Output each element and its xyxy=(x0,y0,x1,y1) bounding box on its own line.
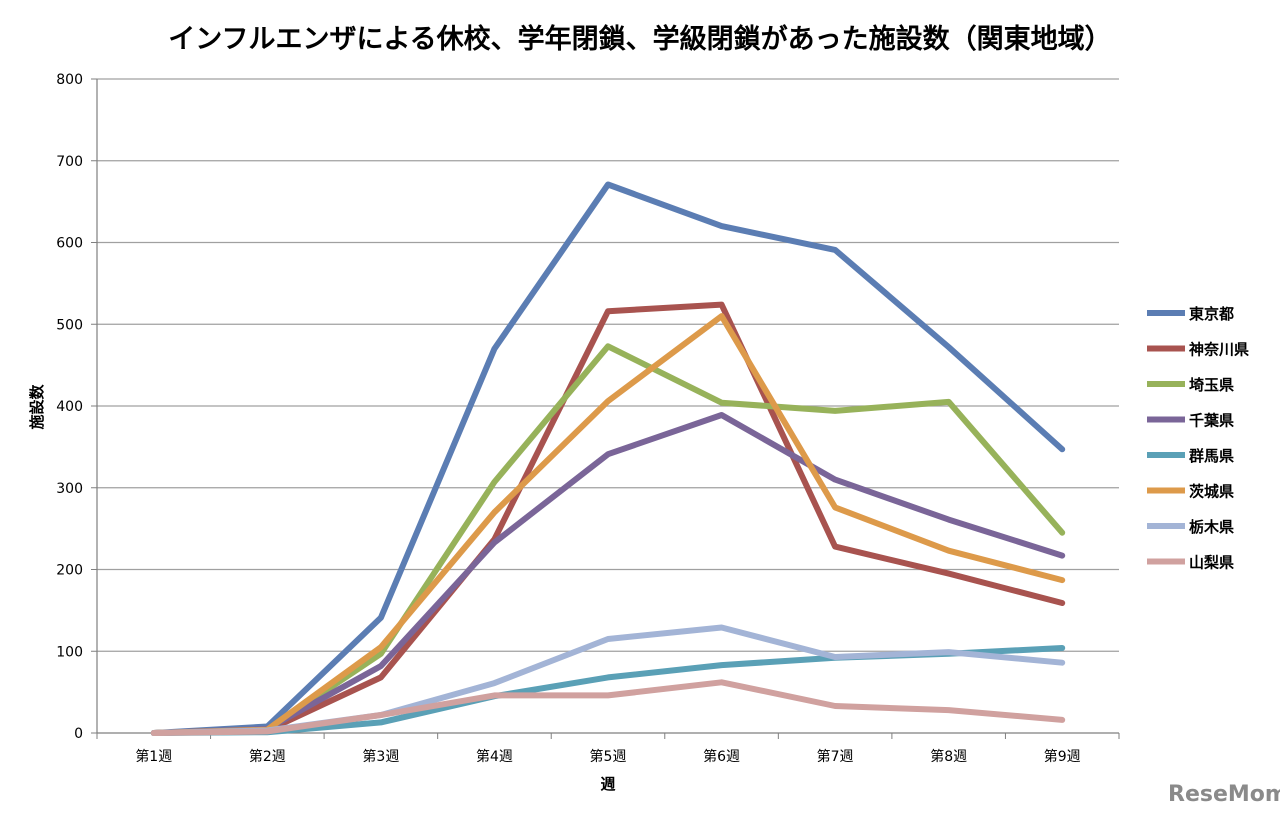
y-tick-label: 300 xyxy=(56,481,83,497)
gridlines xyxy=(97,78,1119,652)
y-tick-label: 200 xyxy=(56,563,83,579)
legend-label: 栃木県 xyxy=(1189,518,1234,536)
x-tick-label: 第3週 xyxy=(362,748,399,765)
resemom-logo: ReseMom xyxy=(1168,782,1280,807)
axes: 0 100 200 300 400 500 600 700 800 第1週 第2週 第3週 第4週 第5週… xyxy=(56,72,1120,765)
y-tick-label: 400 xyxy=(56,399,83,415)
series-line-8 xyxy=(150,679,1066,736)
legend-label: 東京都 xyxy=(1189,305,1234,323)
legend-label: 群馬県 xyxy=(1189,447,1234,465)
x-tick-label: 第5週 xyxy=(590,748,627,765)
x-tick-label: 第9週 xyxy=(1044,748,1081,765)
y-tick-label: 800 xyxy=(56,72,83,88)
x-axis-title: 週 xyxy=(600,775,615,793)
x-tick-label: 第1週 xyxy=(135,748,172,765)
series-line-4 xyxy=(150,412,1066,736)
y-tick-label: 100 xyxy=(56,644,83,660)
legend-label: 千葉県 xyxy=(1189,412,1234,430)
resemom-logo-text: ReseMom xyxy=(1168,782,1280,807)
legend-label: 埼玉県 xyxy=(1189,376,1234,394)
y-tick-label: 600 xyxy=(56,236,83,252)
y-axis-title: 施設数 xyxy=(28,384,46,430)
series-line-2 xyxy=(150,301,1066,736)
x-tick-label: 第4週 xyxy=(476,748,513,765)
x-tick-label: 第6週 xyxy=(703,748,740,765)
x-tick-label: 第2週 xyxy=(249,748,286,765)
y-tick-label: 0 xyxy=(74,726,83,742)
y-tick-label: 700 xyxy=(56,154,83,170)
x-tick-label: 第8週 xyxy=(930,748,967,765)
series-line-1 xyxy=(150,181,1066,736)
y-tick-label: 500 xyxy=(56,317,83,333)
legend-label: 神奈川県 xyxy=(1189,341,1249,359)
data-series xyxy=(150,181,1066,736)
legend-label: 茨城県 xyxy=(1189,483,1234,501)
series-line-6 xyxy=(150,313,1066,736)
legend-label: 山梨県 xyxy=(1189,554,1234,572)
x-tick-label: 第7週 xyxy=(817,748,854,765)
chart-title: インフルエンザによる休校、学年閉鎖、学級閉鎖があった施設数（関東地域） xyxy=(168,23,1111,55)
